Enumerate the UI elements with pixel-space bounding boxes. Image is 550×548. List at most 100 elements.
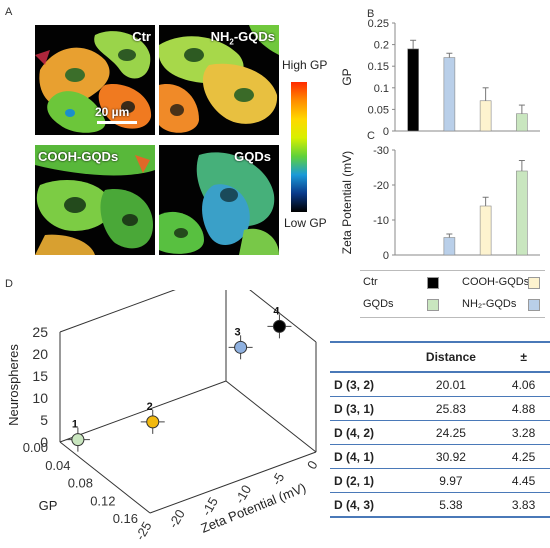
zeta-bar-chart: 0 -10 -20 -30 Zeta Potential (mV) [340,145,540,262]
z-tick-label: 5 [40,412,48,428]
table-cell: 24.25 [435,425,466,440]
micrograph-cooh-gqds: COOH-GQDs [35,145,155,255]
y-tick-label: 0.1 [374,83,389,95]
x-tick-label: 0.04 [45,458,70,473]
table-cell: D (3, 1) [334,401,375,416]
table-row: D (4, 2) 24.25 3.28 [330,421,550,445]
y-tick-label: -20 [165,507,187,531]
table-cell: 9.97 [439,473,463,488]
box-edge [149,451,317,514]
table-header-error: ± [520,350,527,364]
y-tick-label: -20 [373,180,389,192]
table-cell: 30.92 [435,449,466,464]
x-tick-label: 0.16 [113,511,138,526]
box-edge [59,290,176,333]
table-header-distance: Distance [425,350,476,364]
point-label-2: 2 [147,401,153,413]
panel-label-c: C [367,130,375,142]
legend-swatch-gqds [427,299,439,311]
table-cell: 4.45 [511,473,536,488]
y-axis-label: Zeta Potential (mV) [340,151,354,254]
table-cell: 4.88 [511,401,536,416]
scale-bar [97,121,137,124]
x-tick-label: 0.00 [23,440,48,455]
scatter-point-1 [71,433,85,447]
z-tick-label: 15 [32,368,48,384]
micrograph-label: COOH-GQDs [38,149,119,164]
box-edge [249,290,317,343]
bar-3 [516,113,528,132]
legend-label-gqds: GQDs [363,298,394,310]
table-row: D (4, 3) 5.38 3.83 [330,493,550,517]
colorbar-low-label: Low GP [284,216,327,230]
point-label-1: 1 [72,419,78,431]
scatter-point-2 [146,415,160,429]
table-cell: 3.28 [511,425,536,440]
point-label-4: 4 [273,305,280,317]
table-row: D (3, 2) 20.01 4.06 [330,372,550,397]
micrograph-label: GQDs [234,149,271,164]
micrograph-nh2-gqds: NH2-GQDs [159,25,279,135]
table-row: D (4, 1) 30.92 4.25 [330,445,550,469]
y-axis-label: GP [340,68,354,85]
micrograph-gqds: GQDs [159,145,279,255]
legend-label-ctr: Ctr [363,276,378,288]
bar-0 [407,48,419,132]
colorbar [291,82,307,212]
table-cell: 4.25 [511,449,536,464]
table-row: D (2, 1) 9.97 4.45 [330,469,550,493]
legend-bottom-rule [360,317,545,318]
y-tick-label: 0.05 [368,104,389,116]
distance-table: Distance ± D (3, 2) 20.01 4.06 D (3, 1) 25.… [330,341,550,518]
x-tick-label: 0.08 [68,476,93,491]
y-tick-label: -10 [373,215,389,227]
z-axis-label: Neurospheres [6,344,21,426]
neurosphere-3d-scatter: 0510152025Neurospheres0.000.040.080.120.… [6,290,321,543]
table-cell: 5.38 [439,497,463,512]
table-cell: 4.06 [511,377,536,392]
box-edge [59,380,227,443]
table-cell: D (3, 2) [334,377,375,392]
bar-3 [516,170,528,256]
table-cell: 3.83 [511,497,536,512]
table-cell: D (4, 3) [334,497,375,512]
x-axis-label: GP [39,498,58,513]
legend-label-cooh-gqds: COOH-GQDs [462,276,530,288]
z-tick-label: 25 [32,324,48,340]
legend-top-rule [360,270,545,271]
x-tick-label: 0.12 [90,493,115,508]
table-cell: 25.83 [435,401,466,416]
panel-label-d: D [5,278,13,290]
y-tick-label: 0.25 [368,18,389,30]
table-header-row: Distance ± [330,342,550,372]
y-tick-label: 0.15 [368,61,389,73]
z-tick-label: 10 [32,390,48,406]
legend-swatch-cooh-gqds [528,277,540,289]
table-cell: D (4, 1) [334,449,375,464]
legend-swatch-nh2-gqds [528,299,540,311]
y-tick-label: 0.2 [374,40,389,52]
scatter-point-4 [272,319,286,333]
box-edge [59,441,151,514]
box-edge [225,380,317,453]
y-tick-label: 0 [383,250,389,262]
point-label-3: 3 [235,326,241,338]
bar-1 [443,237,456,256]
z-tick-label: 20 [32,346,48,362]
chart-legend: Ctr COOH-GQDs GQDs NH₂-GQDs [360,270,545,318]
y-tick-label: 0 [304,458,321,472]
z-tick-label: 0 [40,434,48,450]
gp-bar-chart: 0 0.05 0.1 0.15 0.2 0.25 GP [340,18,540,138]
table-cell: 20.01 [435,377,466,392]
legend-swatch-ctr [427,277,439,289]
bar-1 [443,57,456,132]
table-header-empty [330,342,405,372]
bar-2 [479,100,492,132]
table-cell: D (4, 2) [334,425,375,440]
y-tick-label: -5 [269,470,288,488]
y-tick-label: -30 [373,145,389,157]
colorbar-high-label: High GP [282,58,328,72]
legend-label-nh2-gqds: NH₂-GQDs [462,298,517,310]
table-cell: D (2, 1) [334,473,375,488]
micrograph-label: NH2-GQDs [210,29,275,47]
